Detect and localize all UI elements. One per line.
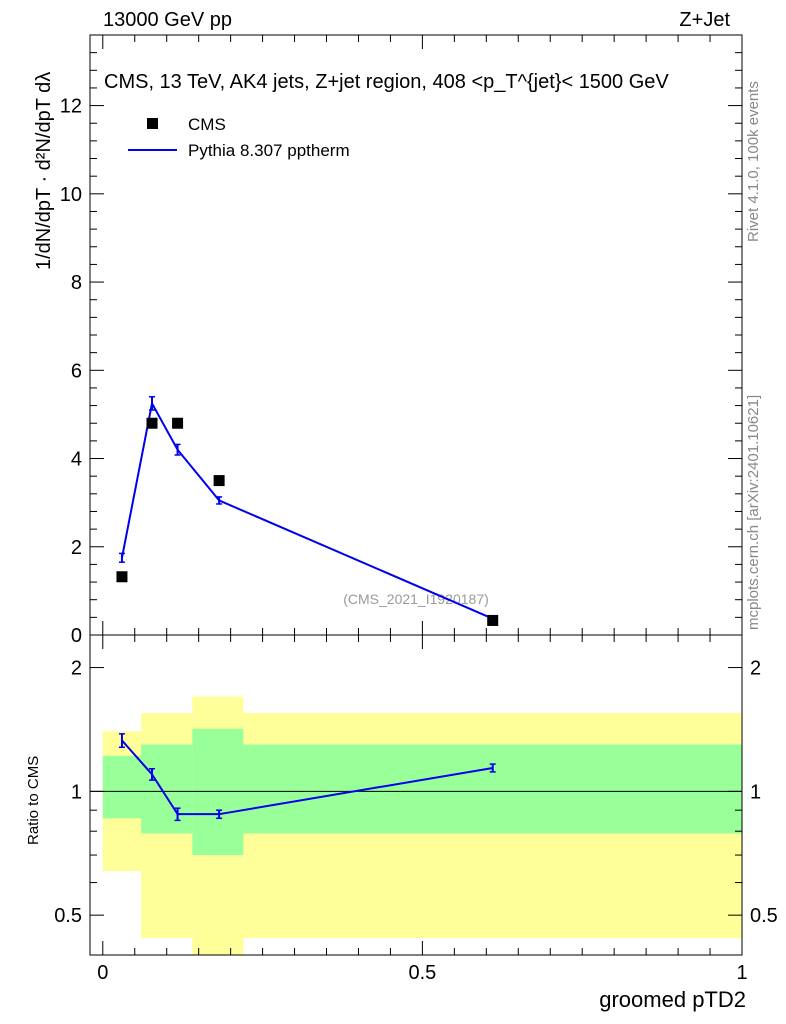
- header-energy-label: 13000 GeV pp: [103, 9, 232, 31]
- pythia-series-line: [120, 400, 494, 620]
- ratio-y-tick-label-right: 2: [750, 658, 761, 680]
- stat-uncertainty-band: [243, 744, 743, 834]
- x-axis-label: groomed pTD2: [599, 987, 746, 1012]
- ratio-y-tick-label-right: 0.5: [750, 905, 778, 927]
- legend-label-cms: CMS: [188, 115, 226, 134]
- y-tick-label: 2: [71, 537, 82, 559]
- y-tick-label: 8: [71, 272, 82, 294]
- main-panel: 2 4 6 8 10 12 0 CMS, 13 TeV, AK4 jets, Z+jet re…: [33, 34, 743, 647]
- legend-marker-cms: [147, 118, 158, 129]
- y-axis-label: 1/dN/dpT · d²N/dpT dλ: [33, 72, 55, 270]
- cms-data-point: [487, 614, 499, 626]
- x-tick-label: 0: [97, 962, 108, 984]
- cms-data-point: [146, 417, 158, 429]
- rivet-version-label: Rivet 4.1.0, 100k events: [745, 81, 762, 242]
- y-tick-label-zero: 0: [71, 625, 82, 647]
- ratio-y-tick-label-right: 1: [750, 781, 761, 803]
- cms-data-point: [172, 417, 184, 429]
- ratio-y-tick-label-left: 1: [71, 781, 82, 803]
- stat-uncertainty-band: [192, 728, 244, 856]
- mcplots-credit-label: mcplots.cern.ch [arXiv:2401.10621]: [745, 394, 762, 630]
- stat-uncertainty-band: [102, 755, 142, 819]
- cms-data-point: [213, 475, 225, 487]
- y-tick-label: 6: [71, 360, 82, 382]
- header-process-label: Z+Jet: [679, 9, 730, 31]
- x-tick-label: 0.5: [408, 962, 436, 984]
- ratio-y-tick-label-left: 0.5: [54, 905, 82, 927]
- analysis-watermark: (CMS_2021_I1920187): [343, 591, 489, 607]
- x-tick-label: 1: [736, 962, 747, 984]
- ratio-y-axis-label-text: Ratio to CMS: [25, 756, 42, 845]
- y-tick-label: 10: [60, 184, 82, 206]
- plot-title: CMS, 13 TeV, AK4 jets, Z+jet region, 408…: [104, 71, 669, 93]
- ratio-frame: [89, 634, 743, 956]
- ratio-y-tick-label-left: 2: [71, 658, 82, 680]
- y-axis-label-text: 1/dN/dpT · d²N/dpT dλ: [33, 72, 55, 270]
- legend-label-pythia: Pythia 8.307 pptherm: [188, 141, 350, 160]
- stat-uncertainty-band: [141, 744, 193, 834]
- ratio-y-axis-label: Ratio to CMS: [25, 756, 42, 845]
- cms-data-point: [116, 571, 128, 583]
- y-tick-label: 4: [71, 449, 82, 471]
- y-tick-label: 12: [60, 96, 82, 118]
- ratio-panel: 0.5 0.5 1 1 2 2 0 0.5 1 groomed pTD2 Ratio to CMS: [25, 634, 778, 1012]
